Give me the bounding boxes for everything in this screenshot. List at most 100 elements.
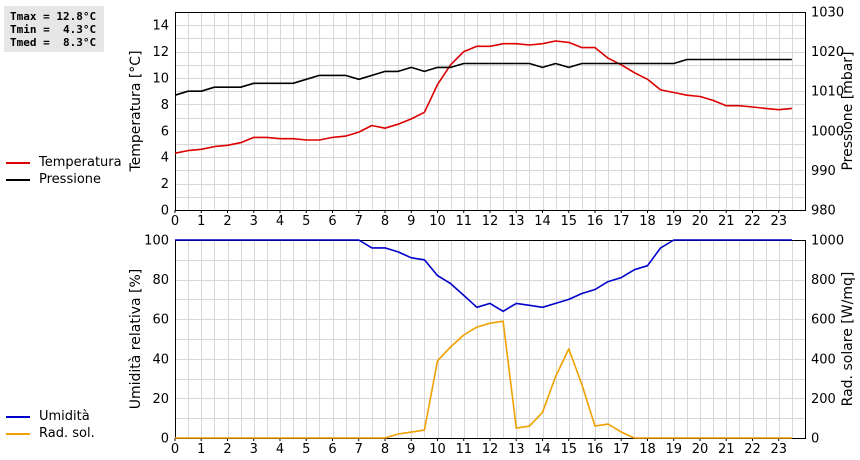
tmin-text: Tmin = 4.3°C (10, 23, 97, 36)
legend-swatch-umidita (6, 415, 30, 418)
x-tick-label: 14 (534, 442, 551, 457)
legend-bottom: Umidità Rad. sol. (6, 408, 95, 442)
y-left-tick-label: 60 (152, 313, 169, 328)
y-left-tick-label: 0 (161, 432, 169, 447)
y-right-tick-label: 200 (811, 392, 836, 407)
x-tick-label: 13 (508, 214, 525, 229)
x-tick-label: 11 (455, 214, 472, 229)
x-tick-label: 10 (429, 442, 446, 457)
x-tick-label: 14 (534, 214, 551, 229)
legend-item-rad-sol: Rad. sol. (6, 425, 95, 442)
y-left-tick-label: 6 (161, 124, 169, 139)
series-line-temperatura (174, 40, 792, 154)
x-tick-label: 16 (587, 442, 604, 457)
x-tick-label: 23 (770, 442, 787, 457)
y-left-tick-label: 20 (152, 392, 169, 407)
x-tick-label: 10 (429, 214, 446, 229)
y-right-tick-label: 1000 (811, 124, 844, 139)
x-tick-label: 20 (692, 214, 709, 229)
x-tick-label: 6 (328, 214, 336, 229)
y-left-tick-label: 0 (161, 204, 169, 219)
y-right-tick-label: 0 (811, 432, 819, 447)
y-left-tick-label: 12 (152, 45, 169, 60)
x-tick-label: 9 (407, 214, 415, 229)
y-right-tick-label: 800 (811, 273, 836, 288)
y-left-tick-label: 40 (152, 352, 169, 367)
x-tick-label: 21 (718, 442, 735, 457)
legend-label-pressione: Pressione (39, 172, 102, 187)
legend-item-temperatura: Temperatura (6, 154, 122, 171)
x-tick-label: 19 (665, 442, 682, 457)
x-tick-label: 16 (587, 214, 604, 229)
y-left-tick-label: 2 (161, 177, 169, 192)
legend-label-temperatura: Temperatura (39, 155, 122, 170)
x-tick-label: 22 (744, 214, 761, 229)
tmed-text: Tmed = 8.3°C (10, 36, 97, 49)
y-left-tick-label: 14 (152, 19, 169, 34)
y-right-tick-label: 1000 (811, 234, 844, 249)
x-tick-label: 6 (328, 442, 336, 457)
series-line-rad-sol (175, 320, 792, 439)
x-tick-label: 2 (223, 442, 231, 457)
grid-panel-0 (175, 12, 806, 211)
x-tick-label: 8 (381, 442, 389, 457)
y-right-tick-label: 1020 (811, 45, 844, 60)
legend-item-pressione: Pressione (6, 171, 122, 188)
y-right-tick-label: 1010 (811, 85, 844, 100)
x-tick-label: 4 (276, 442, 284, 457)
tmax-text: Tmax = 12.8°C (10, 10, 97, 23)
x-tick-label: 11 (455, 442, 472, 457)
y-left-tick-label: 100 (144, 234, 169, 249)
y-right-axis-title: Rad. solare [W/mq] (840, 272, 856, 407)
y-left-tick-label: 10 (152, 72, 169, 87)
x-tick-label: 1 (197, 442, 205, 457)
x-tick-label: 20 (692, 442, 709, 457)
x-tick-label: 17 (613, 442, 630, 457)
grid-panel-1 (175, 240, 806, 439)
x-tick-label: 23 (770, 214, 787, 229)
x-tick-label: 2 (223, 214, 231, 229)
y-left-axis-title: Umidità relativa [%] (128, 269, 144, 410)
x-tick-label: 19 (665, 214, 682, 229)
legend-swatch-temperatura (6, 161, 30, 164)
x-tick-label: 0 (171, 214, 179, 229)
y-right-tick-label: 1030 (811, 6, 844, 21)
series-line-pressione (174, 58, 792, 96)
legend-swatch-rad-sol (6, 432, 30, 435)
legend-label-umidita: Umidità (39, 409, 90, 424)
x-tick-label: 15 (560, 214, 577, 229)
y-right-tick-label: 980 (811, 204, 836, 219)
x-tick-label: 8 (381, 214, 389, 229)
x-tick-label: 7 (355, 442, 363, 457)
y-right-tick-label: 400 (811, 352, 836, 367)
x-tick-label: 12 (482, 442, 499, 457)
x-tick-label: 15 (560, 442, 577, 457)
y-right-tick-label: 990 (811, 164, 836, 179)
y-right-axis-title: Pressione [mbar] (840, 51, 856, 170)
x-tick-label: 0 (171, 442, 179, 457)
y-right-tick-label: 600 (811, 313, 836, 328)
x-tick-label: 3 (250, 214, 258, 229)
x-tick-label: 13 (508, 442, 525, 457)
y-left-axis-title: Temperatura [°C] (128, 50, 144, 172)
y-left-tick-label: 4 (161, 151, 169, 166)
legend-swatch-pressione (6, 178, 30, 181)
y-left-tick-label: 80 (152, 273, 169, 288)
legend-top: Temperatura Pressione (6, 154, 122, 188)
x-tick-label: 7 (355, 214, 363, 229)
legend-item-umidita: Umidità (6, 408, 95, 425)
series-line-umidit (175, 239, 792, 313)
x-tick-label: 1 (197, 214, 205, 229)
y-left-tick-label: 8 (161, 98, 169, 113)
x-tick-label: 9 (407, 442, 415, 457)
x-tick-label: 5 (302, 214, 310, 229)
x-tick-label: 21 (718, 214, 735, 229)
legend-label-rad-sol: Rad. sol. (39, 426, 95, 441)
stats-box: Tmax = 12.8°C Tmin = 4.3°C Tmed = 8.3°C (4, 6, 104, 52)
x-tick-label: 17 (613, 214, 630, 229)
x-tick-label: 22 (744, 442, 761, 457)
x-tick-label: 18 (639, 214, 656, 229)
x-tick-label: 3 (250, 442, 258, 457)
x-tick-label: 12 (482, 214, 499, 229)
